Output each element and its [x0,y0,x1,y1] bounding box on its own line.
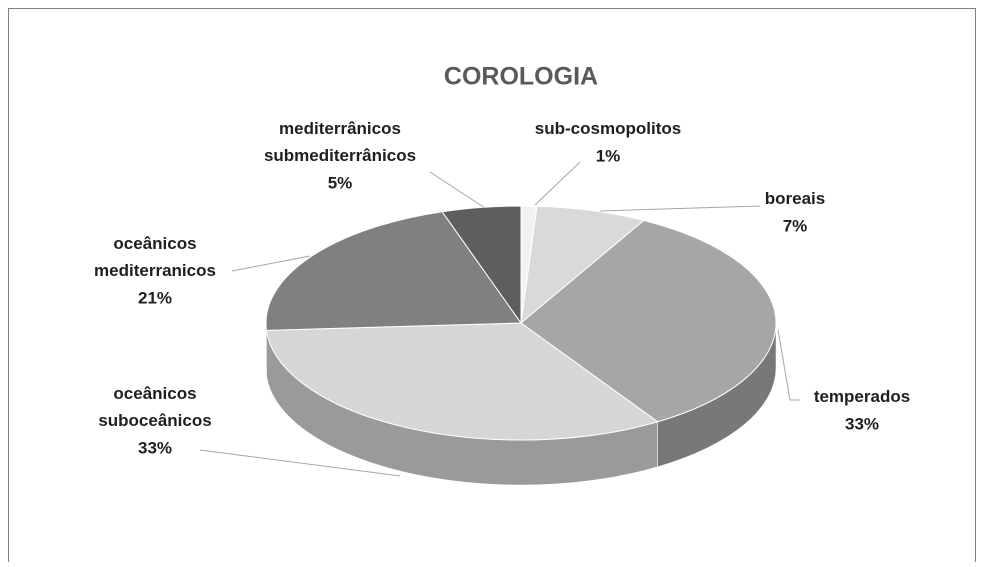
data-label-name: oceânicos mediterranicos [94,234,216,280]
pie-slice [441,205,522,325]
chart-frame [8,8,976,562]
data-label-name-text: oceânicos [113,234,196,253]
leader-line [199,449,401,477]
leader-line [429,171,486,209]
data-label-name: oceânicos suboceânicos [98,384,211,430]
data-label-name: mediterrânicos submediterrânicos [264,119,416,165]
data-label-name-text: mediterrânicos [279,119,401,138]
data-label-value: 1% [596,146,621,165]
pie-slice [520,219,777,423]
data-label-value: 21% [138,288,172,307]
data-label-name-text: submediterrânicos [264,146,416,165]
leader-line [777,329,800,401]
data-label-name-text: sub-cosmopolitos [535,119,681,138]
leader-line [534,161,581,206]
pie-slice [265,211,522,331]
data-label-value: 5% [328,173,353,192]
data-label-name-text: boreais [765,189,825,208]
data-label-value: 33% [845,414,879,433]
data-label-name-text: mediterranicos [94,261,216,280]
leader-line [231,255,311,272]
chart-title: COROLOGIA [444,63,598,91]
pie-slice [265,322,659,441]
data-label-name-text: temperados [814,387,910,406]
leader-line [599,205,761,212]
data-label-name: boreais [765,189,825,208]
data-label-name-text: suboceânicos [98,411,211,430]
data-label-name: temperados [814,387,910,406]
data-label-value: 33% [138,438,172,457]
data-label-name: sub-cosmopolitos [535,119,681,138]
data-label-value: 7% [783,216,808,235]
data-label-name-text: oceânicos [113,384,196,403]
pie-slice [520,205,645,325]
